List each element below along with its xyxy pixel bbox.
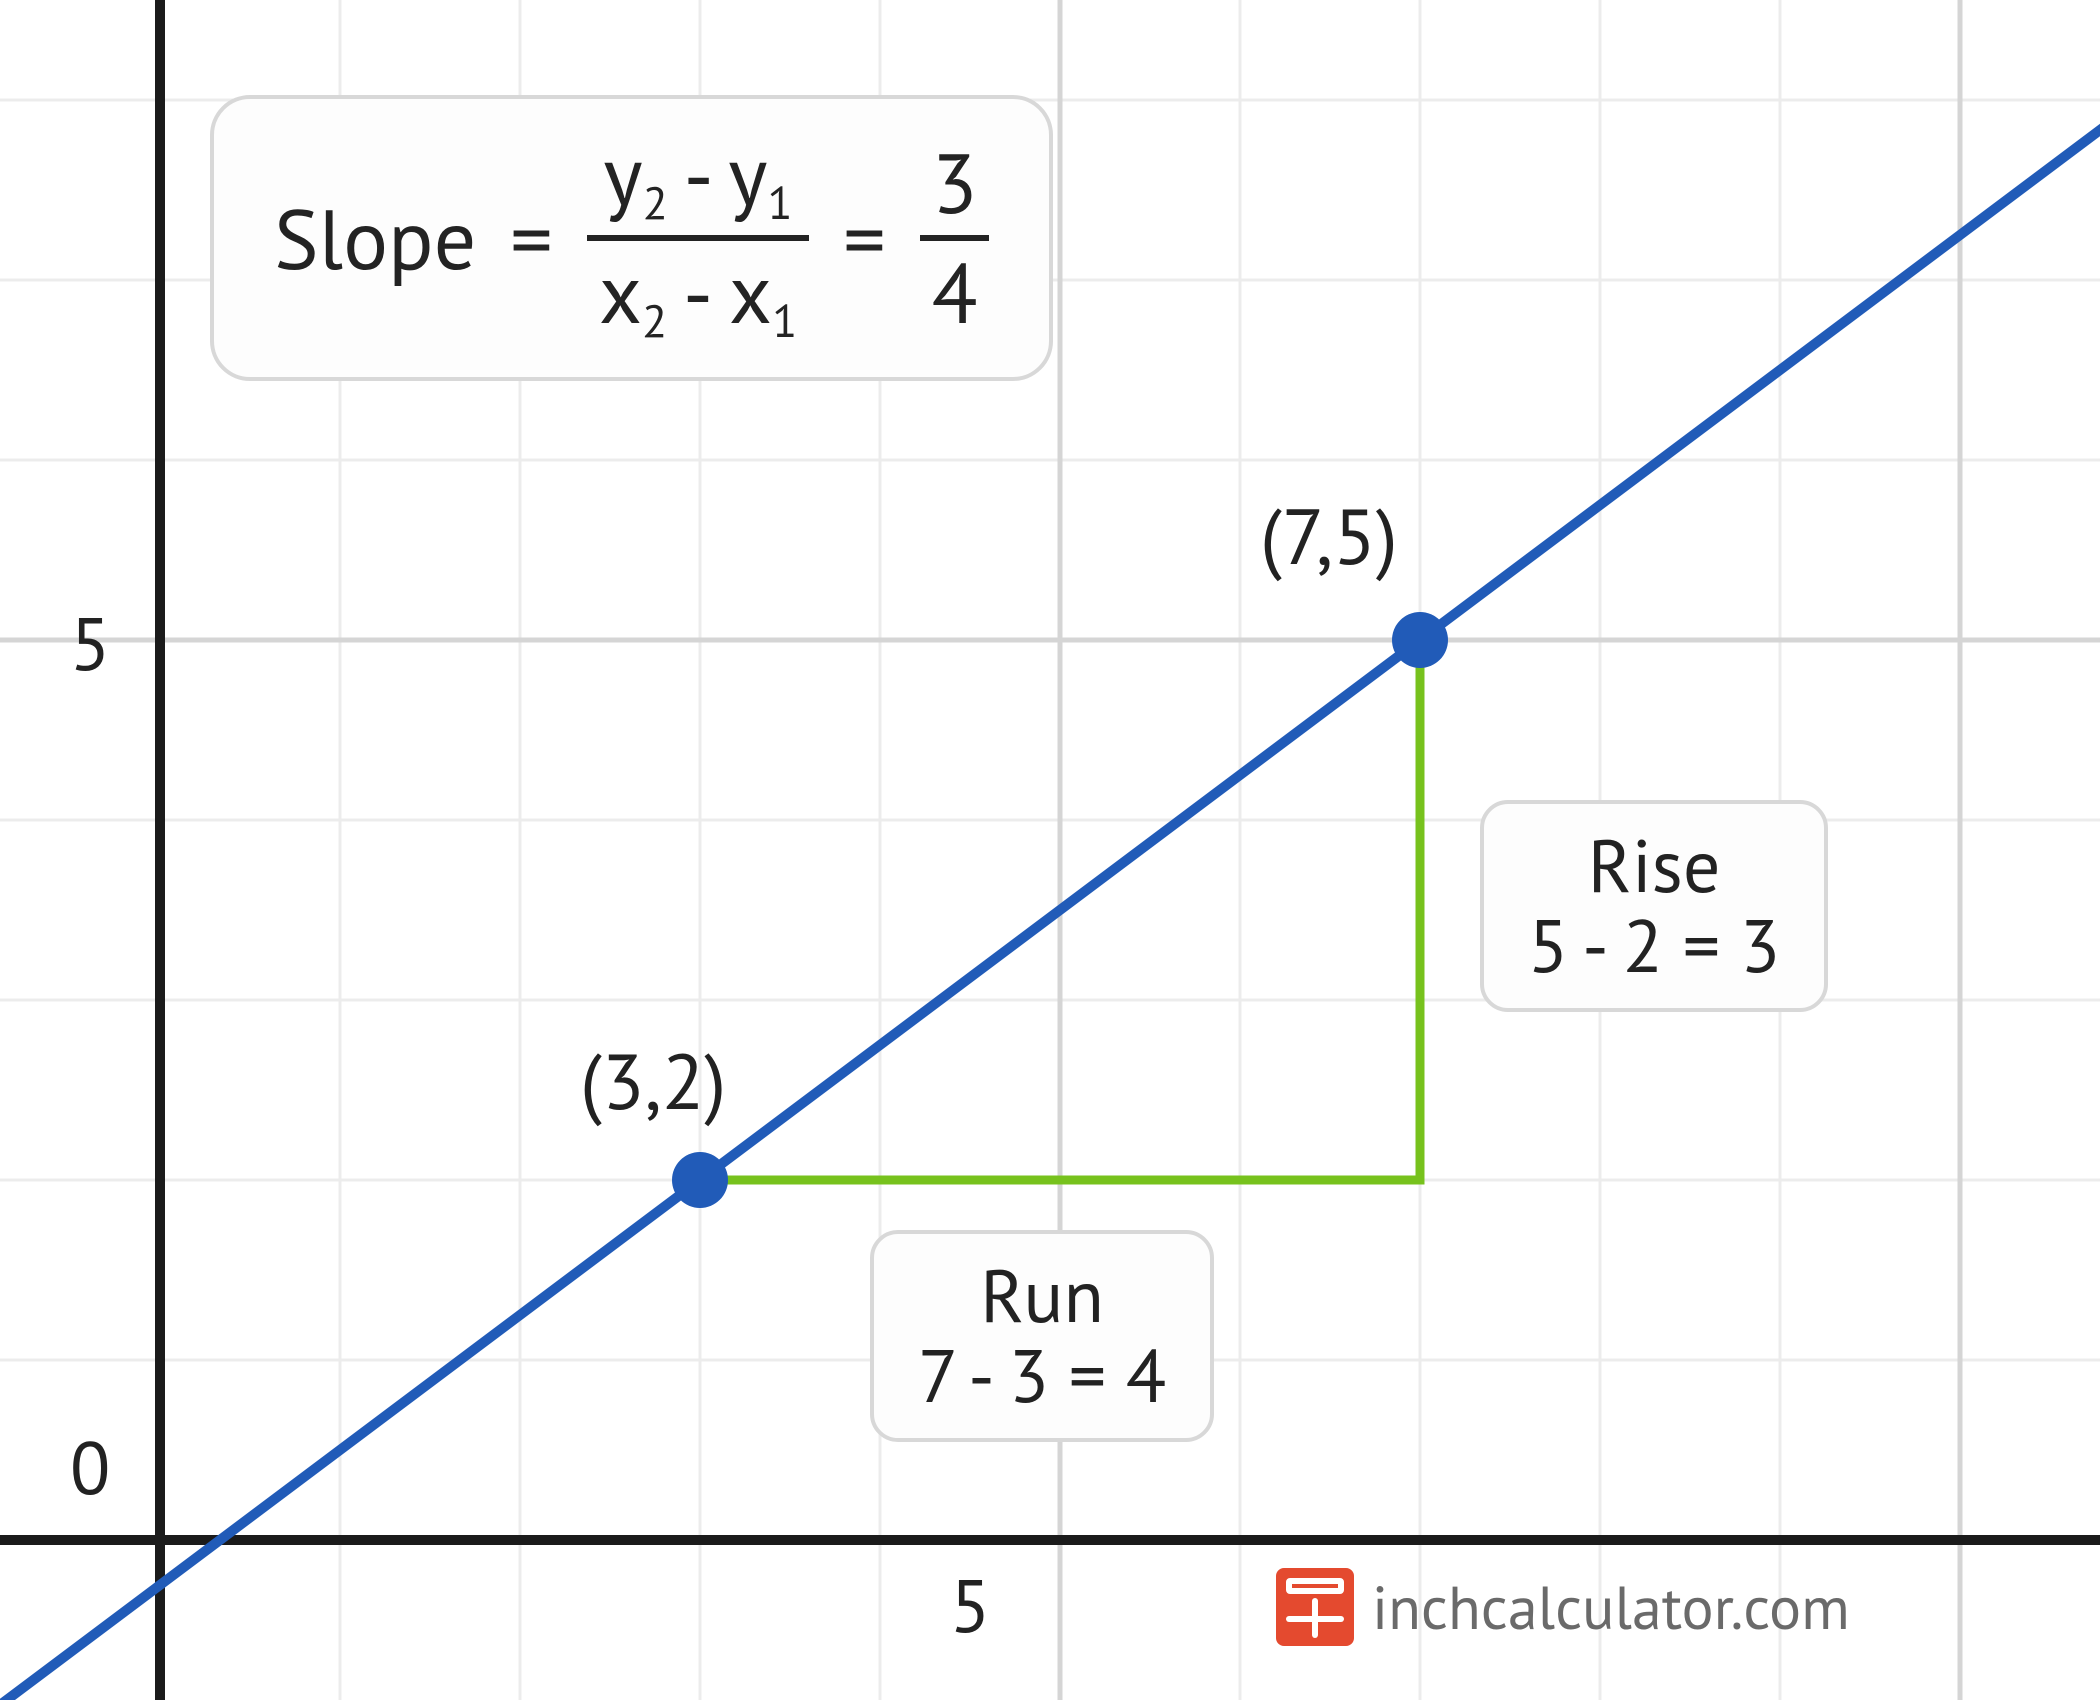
formula-denominator: x2 - x1: [587, 247, 810, 347]
run-title: Run: [918, 1256, 1166, 1336]
formula-lhs: Slope: [274, 184, 476, 293]
formula-numeric-fraction: 3 4: [920, 137, 990, 339]
rise-expr: 5 - 2 = 3: [1528, 906, 1780, 986]
formula-eq2: =: [843, 184, 885, 293]
formula-numerator: y2 - y1: [591, 129, 804, 229]
x-axis-tick-5: 5: [950, 1558, 990, 1653]
y-axis-tick-0: 0: [70, 1420, 110, 1515]
formula-eq1: =: [510, 184, 552, 293]
rise-callout: Rise 5 - 2 = 3: [1480, 800, 1828, 1012]
watermark: inchcalculator.com: [1276, 1568, 1850, 1646]
formula-symbolic-fraction: y2 - y1 x2 - x1: [587, 129, 810, 347]
y-axis-tick-5: 5: [70, 596, 110, 691]
formula-numeric-den: 4: [920, 247, 990, 339]
slope-formula-box: Slope = y2 - y1 x2 - x1 = 3 4: [210, 95, 1053, 381]
calculator-icon: [1276, 1568, 1354, 1646]
point-p2-label: (7,5): [1260, 485, 1398, 586]
formula-numeric-num: 3: [920, 137, 990, 229]
point-p1-label: (3,2): [580, 1030, 726, 1131]
run-expr: 7 - 3 = 4: [918, 1336, 1166, 1416]
watermark-text: inchcalculator.com: [1372, 1568, 1850, 1646]
run-callout: Run 7 - 3 = 4: [870, 1230, 1214, 1442]
rise-title: Rise: [1528, 826, 1780, 906]
